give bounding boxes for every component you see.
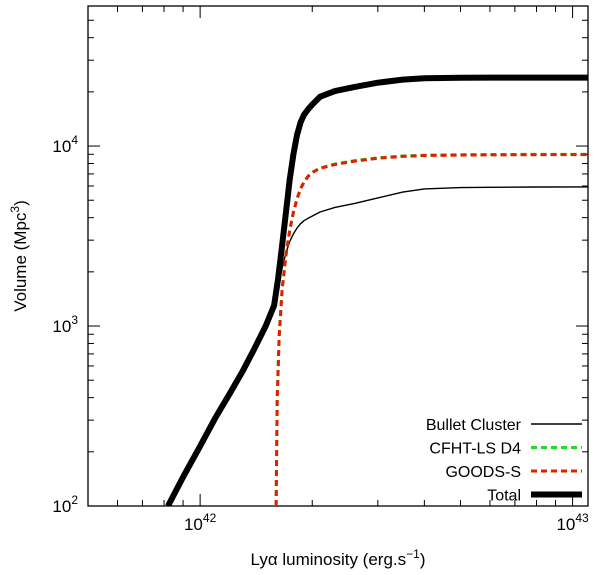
legend-label: GOODS-S (445, 464, 521, 481)
legend-label: CFHT-LS D4 (429, 441, 521, 458)
x-tick-label: 1042 (184, 511, 217, 534)
series-line-total (165, 74, 588, 506)
plot-frame (87, 5, 589, 507)
tick-labels: 1042 1043 102 103 104 (52, 133, 589, 534)
series-line-goods-s (274, 153, 588, 506)
x-tick-label: 1043 (556, 511, 589, 534)
y-tick-label: 104 (52, 133, 78, 156)
y-tick-label: 102 (52, 493, 78, 516)
axis-ticks (87, 5, 588, 507)
y-tick-label: 103 (52, 313, 78, 336)
series-lines (165, 74, 588, 506)
x-axis-label: Lyα luminosity (erg.s−1) (251, 547, 426, 569)
legend: Bullet Cluster CFHT-LS D4 GOODS-S Total (426, 417, 582, 505)
series-line-bullet-cluster (273, 186, 588, 306)
legend-label: Bullet Cluster (426, 417, 522, 434)
legend-label: Total (487, 488, 521, 505)
y-axis-label: Volume (Mpc3) (8, 200, 30, 312)
